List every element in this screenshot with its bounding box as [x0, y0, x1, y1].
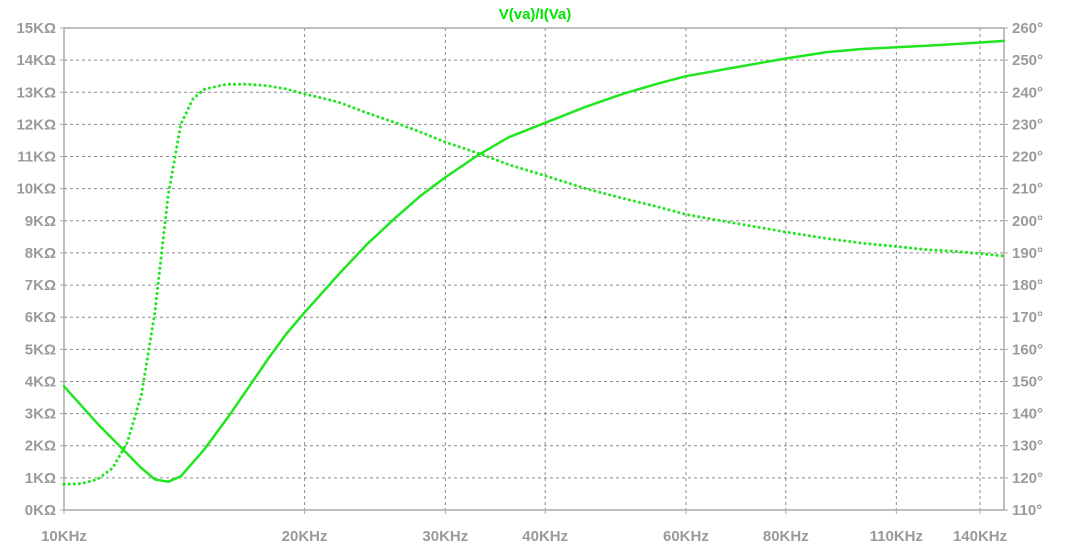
- y-left-tick-label: 15KΩ: [16, 20, 56, 37]
- x-axis: 10KHz 20KHz 30KHz 40KHz 60KHz 80KHz 110KHz 140K…: [41, 510, 1007, 545]
- x-tick-label: 110KHz: [870, 528, 923, 545]
- y-right-tick-label: 140°: [1012, 406, 1043, 423]
- chart-title: V(va)/I(Va): [499, 6, 572, 23]
- y-left-tick-label: 4KΩ: [25, 373, 56, 390]
- traces: [62, 39, 1006, 486]
- plot-border: [63, 27, 1005, 511]
- y-left-tick-label: 10KΩ: [16, 181, 56, 198]
- y-left-tick-label: 5KΩ: [25, 341, 56, 358]
- y-left-axis: 0KΩ 1KΩ 2KΩ 3KΩ 4KΩ 5KΩ 6KΩ 7KΩ 8KΩ 9KΩ 10KΩ 11KΩ 12…: [16, 20, 64, 519]
- y-left-tick-label: 0KΩ: [25, 502, 56, 519]
- y-left-tick-label: 14KΩ: [16, 52, 56, 69]
- y-left-tick-label: 6KΩ: [25, 309, 56, 326]
- x-tick-label: 40KHz: [522, 528, 568, 545]
- y-right-tick-label: 240°: [1012, 84, 1043, 101]
- y-left-tick-label: 12KΩ: [16, 116, 56, 133]
- y-left-tick-label: 7KΩ: [25, 277, 56, 294]
- y-right-tick-label: 160°: [1012, 341, 1043, 358]
- y-left-tick-label: 9KΩ: [25, 213, 56, 230]
- y-right-tick-label: 170°: [1012, 309, 1043, 326]
- y-right-tick-label: 190°: [1012, 245, 1043, 262]
- x-tick-label: 60KHz: [663, 528, 709, 545]
- x-tick-label: 80KHz: [763, 528, 809, 545]
- x-tick-label: 10KHz: [41, 528, 87, 545]
- phase-trace: [62, 82, 1006, 486]
- magnitude-trace: [62, 39, 1006, 483]
- grid: [64, 28, 1004, 510]
- x-tick-label: 30KHz: [422, 528, 468, 545]
- y-right-tick-label: 150°: [1012, 373, 1043, 390]
- x-tick-label: 140KHz: [953, 528, 1007, 545]
- y-left-tick-label: 11KΩ: [17, 149, 56, 166]
- y-left-tick-label: 13KΩ: [16, 84, 56, 101]
- y-right-tick-label: 230°: [1012, 116, 1043, 133]
- y-right-tick-label: 120°: [1012, 470, 1043, 487]
- y-right-tick-label: 210°: [1012, 181, 1043, 198]
- y-left-tick-label: 8KΩ: [25, 245, 56, 262]
- y-right-tick-label: 130°: [1012, 438, 1043, 455]
- y-right-tick-label: 250°: [1012, 52, 1043, 69]
- y-right-tick-label: 220°: [1012, 149, 1043, 166]
- y-right-tick-label: 110°: [1012, 502, 1042, 519]
- x-tick-label: 20KHz: [282, 528, 328, 545]
- y-right-axis: 110° 120° 130° 140° 150° 160° 170° 180° 190° 200°…: [1004, 20, 1043, 519]
- y-left-tick-label: 1KΩ: [25, 470, 56, 487]
- y-right-tick-label: 180°: [1012, 277, 1043, 294]
- y-right-tick-label: 200°: [1012, 213, 1043, 230]
- y-left-tick-label: 2KΩ: [25, 438, 56, 455]
- plot-frame: [63, 27, 1005, 511]
- y-right-tick-label: 260°: [1012, 20, 1043, 37]
- y-left-tick-label: 3KΩ: [25, 406, 56, 423]
